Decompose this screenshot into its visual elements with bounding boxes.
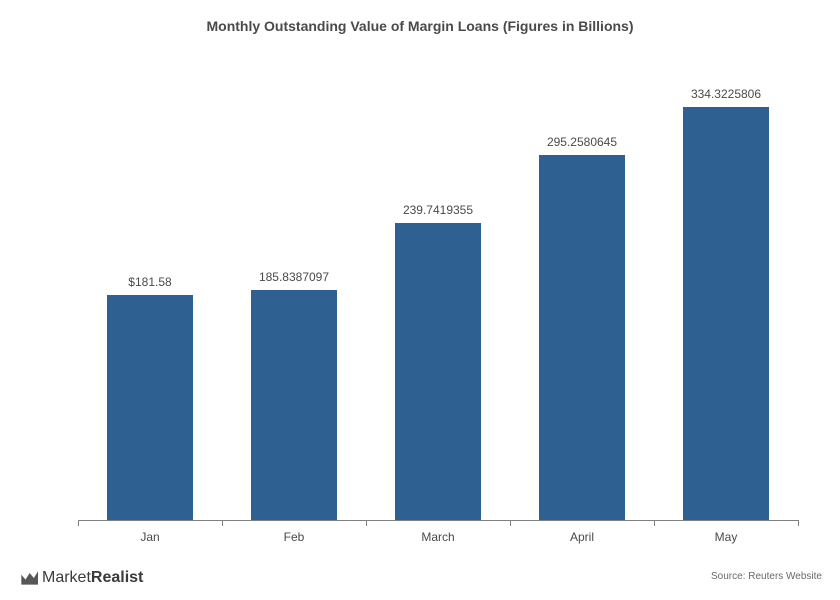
x-axis-label: Feb [244, 530, 344, 544]
x-axis-tick [510, 520, 511, 526]
plot-area: $181.58 185.8387097 239.7419355 295.2580645… [78, 50, 798, 520]
market-realist-logo-icon [18, 568, 38, 588]
brand-text-bold: Realist [91, 569, 143, 586]
brand-text-light: Market [42, 569, 91, 586]
x-axis-tick [222, 520, 223, 526]
bar-value-label: 185.8387097 [234, 270, 354, 284]
x-axis-tick [654, 520, 655, 526]
bar [539, 155, 625, 520]
bar-value-label: 239.7419355 [378, 203, 498, 217]
brand-text: MarketRealist [42, 569, 143, 587]
x-axis-label: April [532, 530, 632, 544]
x-axis-tick [78, 520, 79, 526]
bar-value-label: $181.58 [90, 275, 210, 289]
bar [251, 290, 337, 520]
source-text: Source: Reuters Website [711, 571, 822, 582]
bar [683, 107, 769, 521]
bar [395, 223, 481, 520]
bar-value-label: 295.2580645 [522, 135, 642, 149]
x-axis-label: March [388, 530, 488, 544]
x-axis-tick [366, 520, 367, 526]
chart-title: Monthly Outstanding Value of Margin Loan… [0, 18, 840, 34]
chart-container: Monthly Outstanding Value of Margin Loan… [0, 0, 840, 600]
brand-footer: MarketRealist [18, 568, 143, 588]
bar [107, 295, 193, 520]
x-axis-label: May [676, 530, 776, 544]
x-axis-line [78, 520, 798, 521]
x-axis-tick [798, 520, 799, 526]
x-axis-label: Jan [100, 530, 200, 544]
bar-value-label: 334.3225806 [666, 87, 786, 101]
